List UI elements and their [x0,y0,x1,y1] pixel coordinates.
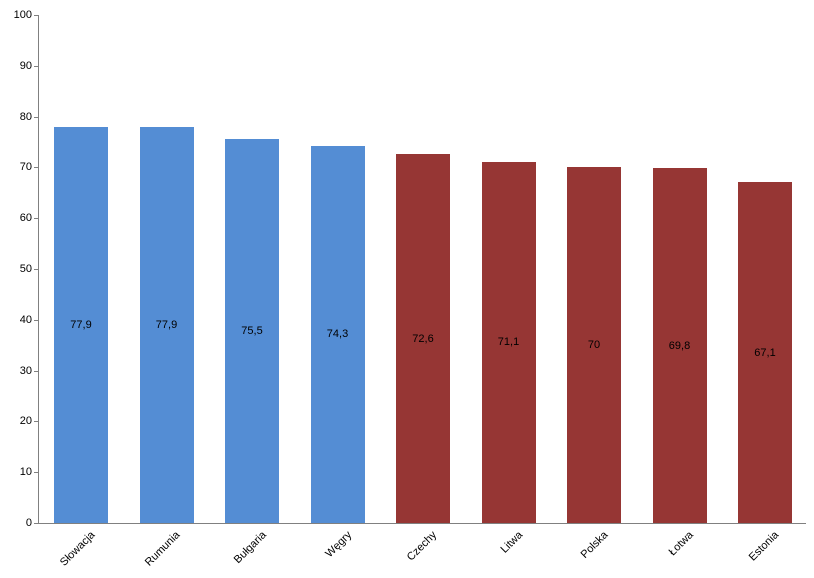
y-axis-tick-mark [34,523,38,524]
y-axis-tick-mark [34,319,38,321]
y-axis-tick-label: 50 [19,263,32,275]
bar-value-label: 71,1 [497,336,520,349]
y-axis-tick-label: 0 [25,517,32,529]
bar-Słowacja [54,127,108,523]
category-label-Słowacja: Słowacja [57,529,98,569]
bar-Polska [567,167,621,523]
bar-value-label: 67,1 [754,346,776,359]
x-axis-line [38,523,806,524]
y-axis-tick-mark [34,167,38,169]
category-label-Estonia: Estonia [747,529,782,564]
bar-Estonia [738,182,792,523]
bar-value-label: 70 [587,339,601,352]
bar-value-label: 77,9 [70,319,92,332]
y-axis-tick-label: 100 [13,9,32,21]
y-axis-tick-mark [34,65,38,67]
y-axis-tick-label: 70 [19,161,32,174]
bar-Czechy [396,154,450,523]
y-axis-tick-mark [34,370,38,372]
bar-value-label: 77,9 [155,319,178,332]
y-axis-tick-label: 90 [19,59,32,72]
bar-Bułgaria [225,139,279,523]
category-label-Łotwa: Łotwa [666,529,696,559]
category-label-Węgry: Węgry [323,529,354,560]
y-axis-tick-mark [34,218,38,220]
y-axis-tick-label: 60 [19,212,32,225]
bar-value-label: 74,3 [326,328,349,341]
category-label-Litwa: Litwa [498,529,525,556]
y-axis-line [38,15,39,523]
bar-value-label: 69,8 [668,339,691,352]
bar-value-label: 75,5 [241,325,263,338]
y-axis-tick-mark [34,472,38,474]
y-axis-tick-label: 30 [19,364,32,377]
category-label-Czechy: Czechy [405,529,440,564]
category-label-Polska: Polska [578,529,611,561]
category-label-Rumunia: Rumunia [143,529,183,569]
y-axis-tick-label: 20 [19,415,32,428]
bar-value-label: 72,6 [412,332,434,345]
y-axis-tick-mark [34,421,38,423]
bar-Rumunia [139,127,194,523]
y-axis-tick-mark [34,269,38,270]
bar-Litwa [481,161,536,523]
y-axis-tick-label: 80 [19,110,32,123]
bar-Węgry [310,145,365,523]
y-axis-tick-label: 40 [19,313,32,326]
bar-Łotwa [652,168,707,523]
y-axis-tick-mark [34,116,38,118]
category-label-Bułgaria: Bułgaria [231,529,269,567]
y-axis-tick-label: 10 [19,466,32,479]
y-axis-tick-mark [34,15,38,16]
